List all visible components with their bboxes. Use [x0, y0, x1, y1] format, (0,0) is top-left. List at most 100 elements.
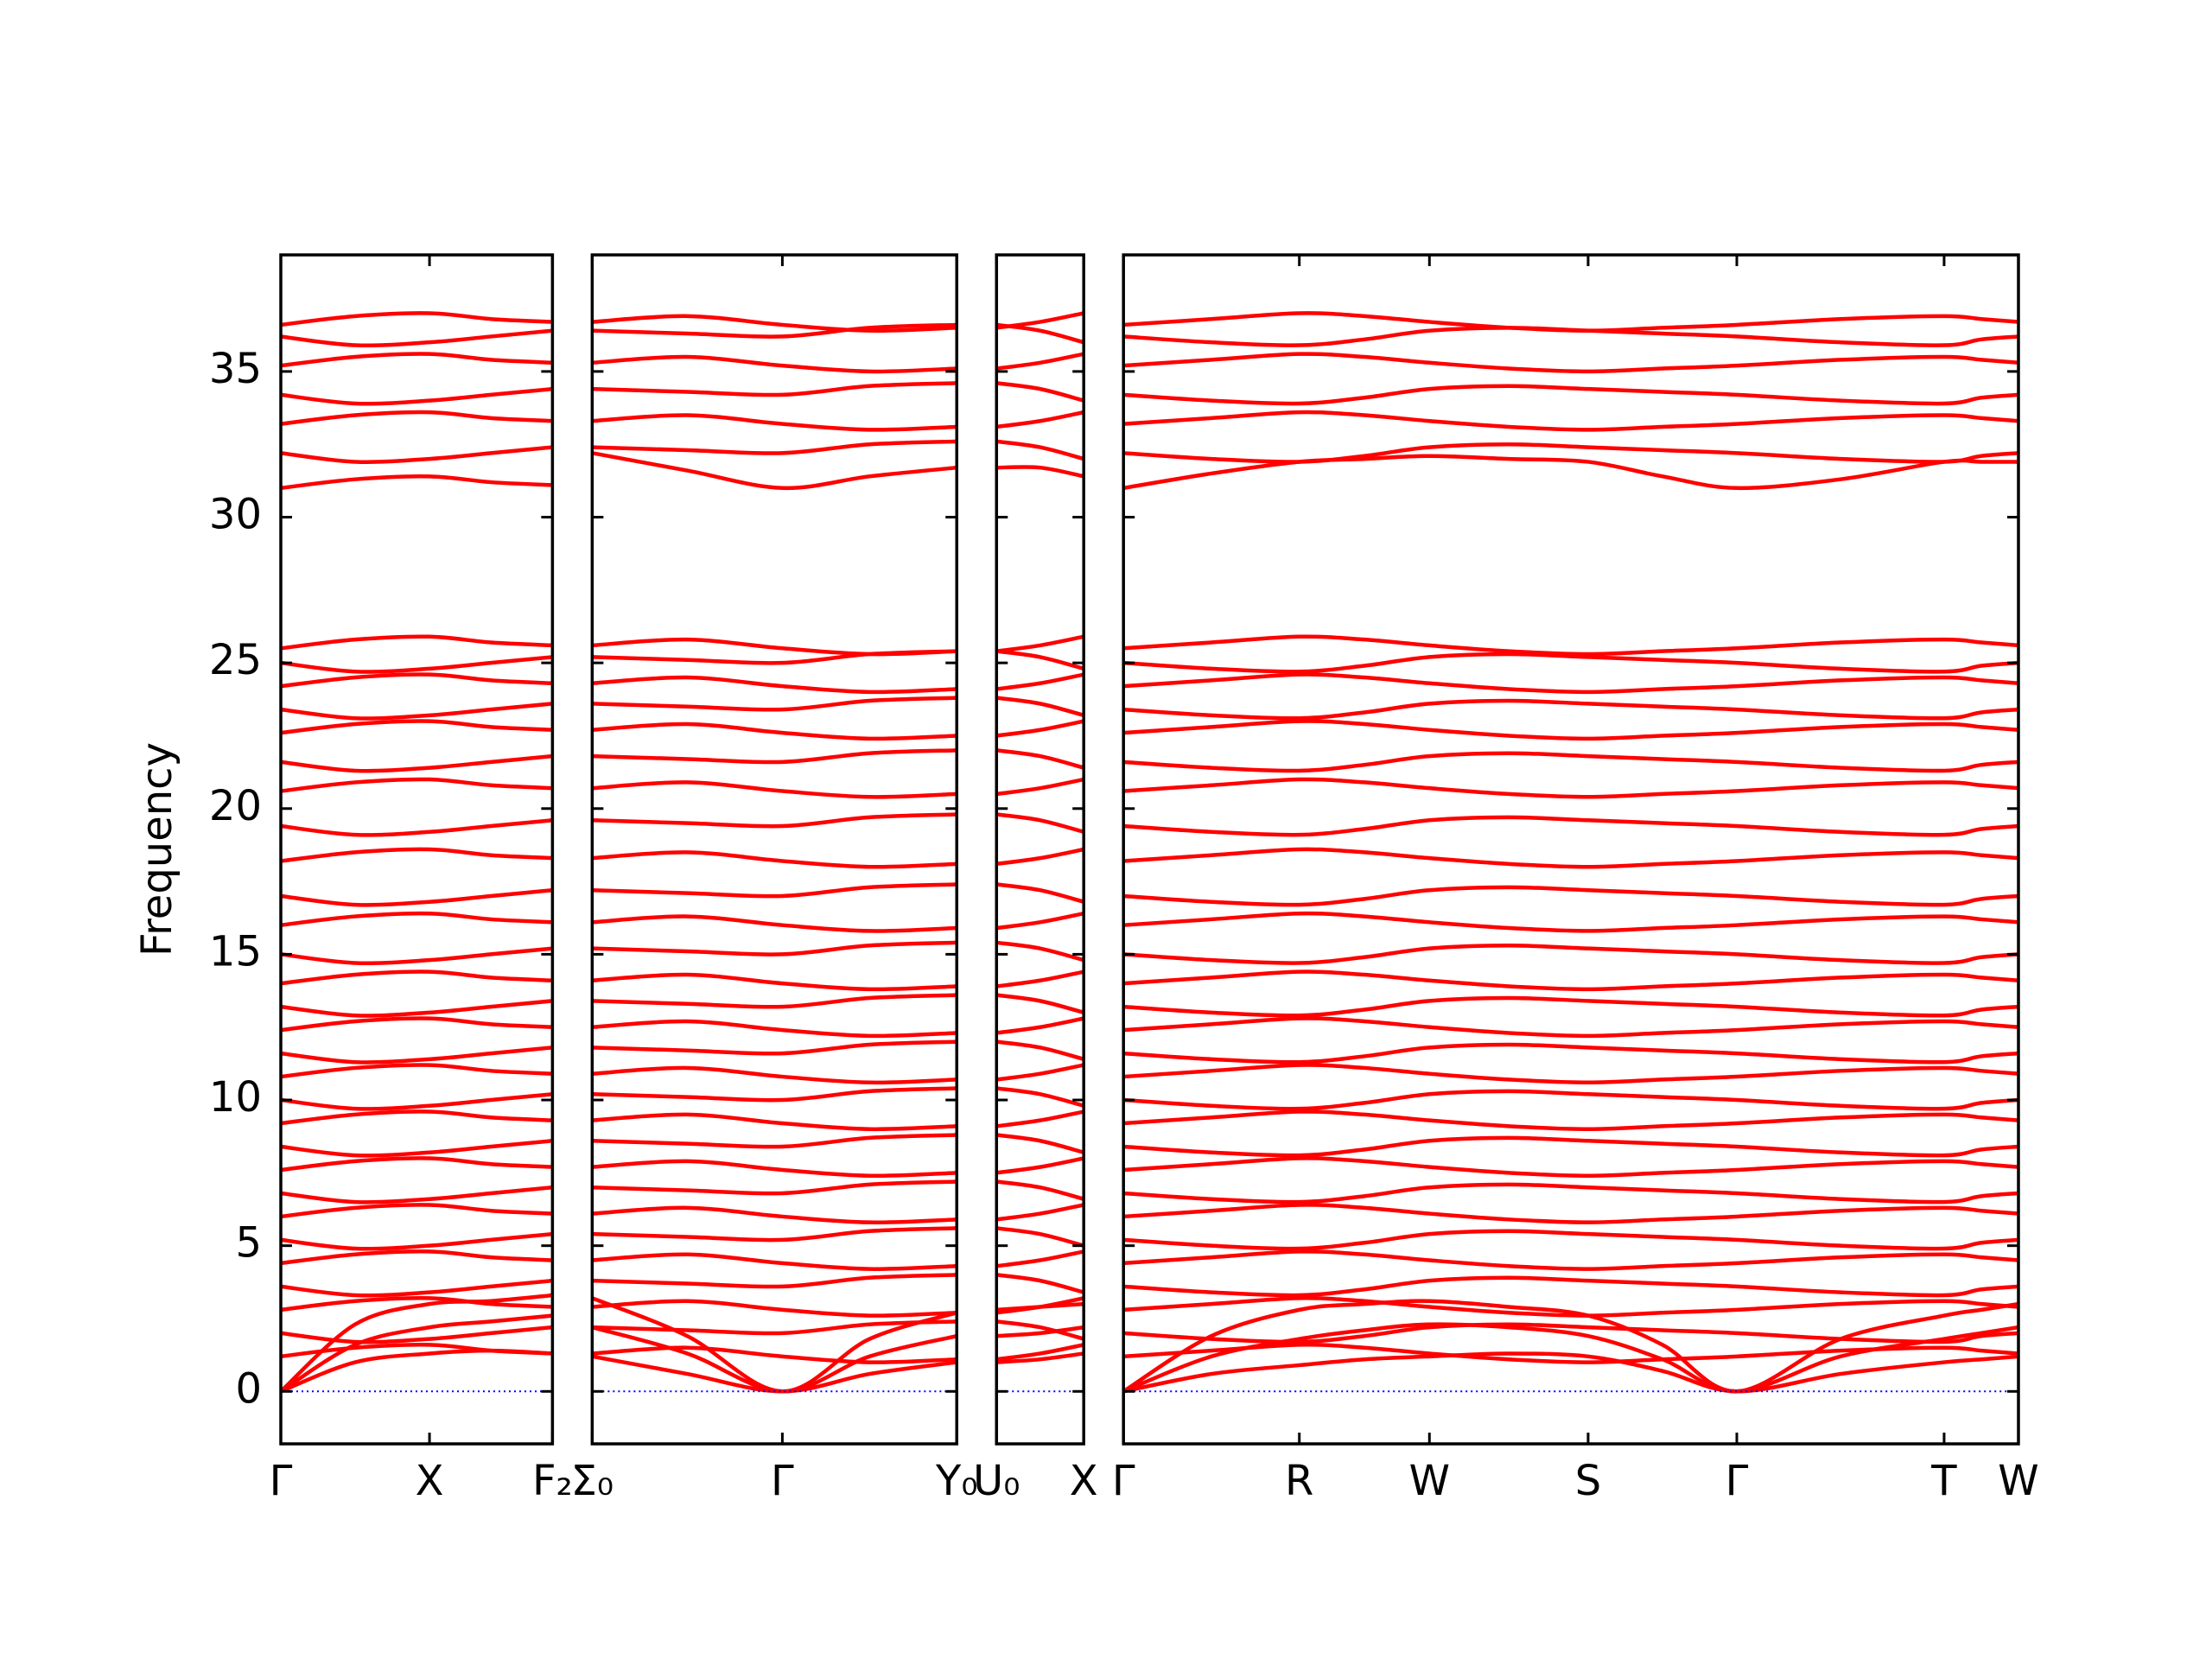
band-line: [996, 1086, 1084, 1108]
x-tick-label: T: [1930, 1457, 1957, 1505]
band-line: [592, 1252, 957, 1271]
band-line: [281, 887, 553, 907]
band-line: [1123, 652, 2018, 674]
band-line: [281, 386, 553, 406]
x-tick-label: U₀: [973, 1457, 1020, 1505]
band-line: [1123, 885, 2018, 907]
band-line: [281, 474, 553, 491]
band-line: [592, 1112, 957, 1132]
band-line: [592, 381, 957, 397]
band-line: [996, 1351, 1084, 1364]
band-line: [592, 882, 957, 899]
band-line: [592, 1019, 957, 1039]
band-line: [996, 465, 1084, 479]
band-line: [996, 719, 1084, 738]
y-tick-label: 10: [209, 1073, 262, 1122]
band-line: [996, 1273, 1084, 1294]
band-line: [1123, 1042, 2018, 1065]
band-line: [281, 969, 553, 986]
x-tick-label: S: [1575, 1457, 1601, 1505]
band-line: [996, 748, 1084, 770]
panel: [592, 314, 957, 1394]
band-line: [281, 1249, 553, 1266]
band-line: [281, 818, 553, 837]
band-line: [996, 1016, 1084, 1035]
band-line: [281, 1348, 553, 1394]
band-line: [281, 1231, 553, 1251]
x-tick-label: X: [416, 1457, 444, 1505]
band-line: [1123, 1063, 2018, 1085]
band-line: [996, 777, 1084, 797]
band-line: [592, 637, 957, 657]
x-tick-label: Γ: [1112, 1457, 1135, 1505]
band-line: [592, 322, 957, 339]
band-line: [281, 1342, 553, 1359]
band-line: [592, 914, 957, 933]
band-line: [592, 354, 957, 374]
band-line: [1123, 1109, 2018, 1132]
band-line: [281, 1325, 553, 1344]
band-line: [996, 1179, 1084, 1201]
band-line: [1123, 410, 2018, 432]
band-line: [1123, 1203, 2018, 1224]
band-line: [1123, 1229, 2018, 1251]
band-line: [1123, 1182, 2018, 1205]
band-line: [1123, 1322, 2018, 1394]
band-line: [592, 439, 957, 455]
band-line: [281, 655, 553, 674]
band-line: [281, 352, 553, 368]
band-line: [1123, 384, 2018, 406]
band-line: [996, 1319, 1084, 1341]
band-line: [592, 1345, 957, 1364]
band-line: [592, 940, 957, 957]
band-line: [592, 1226, 957, 1243]
band-line: [996, 1226, 1084, 1248]
band-line: [1123, 1351, 2018, 1394]
band-line: [281, 1185, 553, 1205]
band-line: [1123, 969, 2018, 992]
band-line: [1123, 847, 2018, 869]
band-line: [592, 1039, 957, 1056]
band-line: [281, 702, 553, 721]
band-line: [592, 1159, 957, 1179]
band-line: [1123, 1249, 2018, 1271]
band-line: [996, 410, 1084, 429]
band-line: [281, 1139, 553, 1158]
band-line: [592, 1296, 957, 1394]
x-tick-label: W: [1409, 1457, 1450, 1505]
band-line: [592, 780, 957, 799]
band-line: [996, 1203, 1084, 1222]
band-line: [592, 1319, 957, 1336]
panel: [281, 311, 553, 1394]
axes-frame: [995, 253, 1085, 1446]
band-line: [281, 1109, 553, 1126]
x-tick-label: Y₀: [935, 1457, 978, 1505]
band-line: [281, 445, 553, 464]
band-line: [1123, 1089, 2018, 1111]
band-line: [592, 696, 957, 712]
band-line: [1123, 719, 2018, 741]
band-line: [996, 1343, 1084, 1362]
band-line: [592, 1179, 957, 1196]
band-line: [1123, 995, 2018, 1018]
band-line: [281, 1296, 553, 1313]
band-line: [592, 1205, 957, 1225]
panel: [996, 311, 1084, 1393]
band-line: [1123, 777, 2018, 799]
band-line: [996, 1109, 1084, 1128]
band-line: [996, 649, 1084, 671]
band-line: [281, 328, 553, 348]
band-line: [996, 1325, 1084, 1338]
band-line: [996, 847, 1084, 867]
band-line: [281, 946, 553, 966]
y-tick-label: 15: [209, 927, 262, 976]
band-line: [592, 972, 957, 992]
band-line: [281, 1278, 553, 1298]
band-line: [996, 352, 1084, 371]
band-line: [1123, 1322, 2018, 1344]
band-line: [996, 1039, 1084, 1061]
band-line: [281, 311, 553, 327]
band-line: [996, 969, 1084, 988]
x-tick-label: X: [1070, 1457, 1098, 1505]
y-tick-label: 5: [235, 1219, 262, 1268]
